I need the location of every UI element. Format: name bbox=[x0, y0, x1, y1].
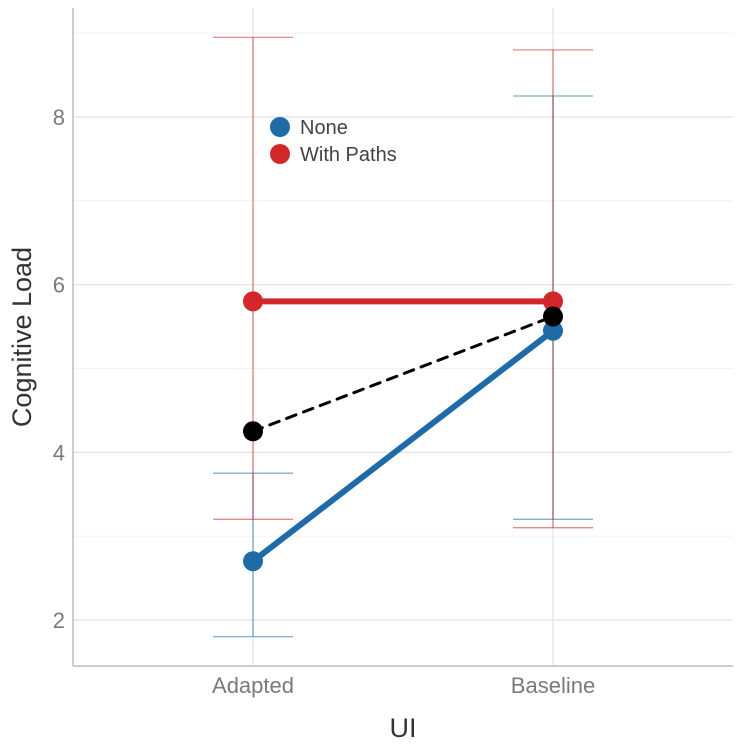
data-point bbox=[243, 551, 263, 572]
legend-marker bbox=[270, 117, 290, 137]
data-points bbox=[243, 291, 563, 572]
legend-label: None bbox=[300, 117, 348, 139]
legend-marker bbox=[270, 144, 290, 164]
grid-minor bbox=[73, 32, 733, 537]
grid-major bbox=[73, 8, 733, 666]
data-point bbox=[243, 291, 263, 312]
axes bbox=[72, 8, 733, 667]
y-axis-title: Cognitive Load bbox=[7, 247, 37, 427]
y-tick-label: 2 bbox=[53, 608, 65, 633]
data-point bbox=[543, 306, 563, 327]
x-tick-label: Baseline bbox=[511, 673, 595, 698]
mean-line bbox=[251, 314, 555, 433]
x-tick-label: Adapted bbox=[212, 673, 294, 698]
y-tick-labels: 2 4 6 8 bbox=[53, 105, 65, 633]
series-lines bbox=[250, 298, 556, 565]
series-line bbox=[250, 327, 556, 565]
y-tick-label: 6 bbox=[53, 273, 65, 298]
legend-label: With Paths bbox=[300, 144, 397, 166]
data-point bbox=[543, 291, 563, 312]
y-tick-label: 8 bbox=[53, 105, 65, 130]
legend: None With Paths bbox=[270, 117, 397, 166]
data-point bbox=[243, 421, 263, 442]
x-tick-labels: Adapted Baseline bbox=[212, 673, 595, 698]
y-tick-label: 4 bbox=[53, 440, 65, 465]
x-axis-title: UI bbox=[390, 713, 417, 743]
data-point bbox=[543, 320, 563, 341]
